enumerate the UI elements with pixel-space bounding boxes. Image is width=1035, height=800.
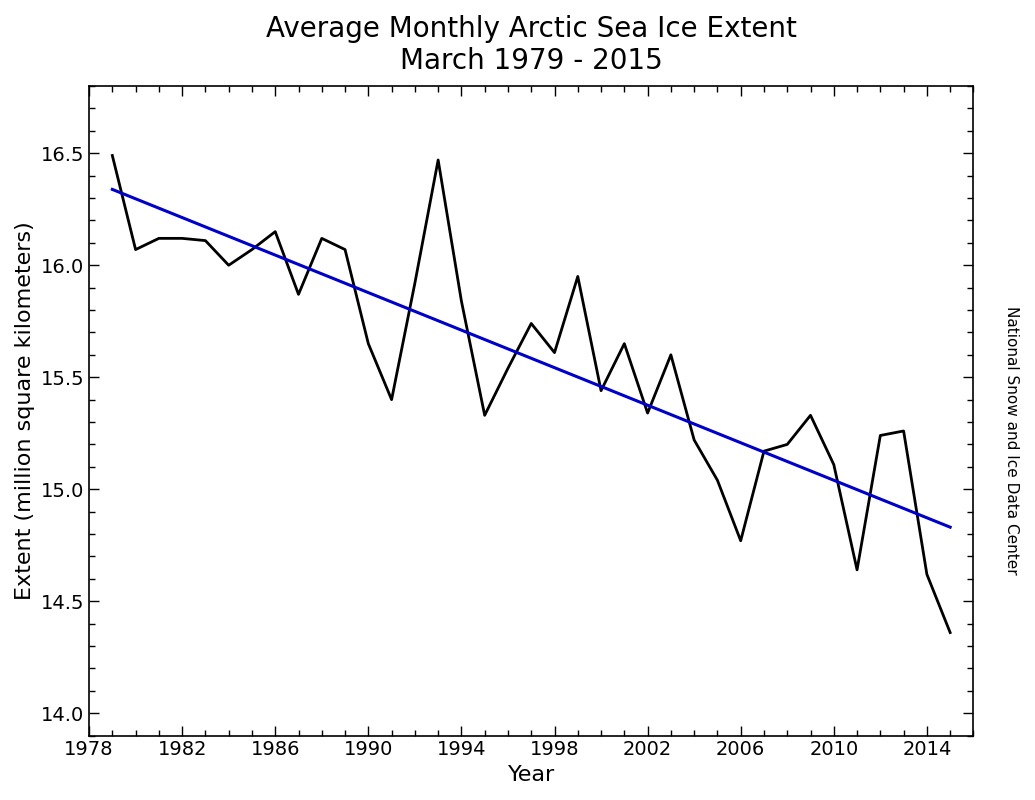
Title: Average Monthly Arctic Sea Ice Extent
March 1979 - 2015: Average Monthly Arctic Sea Ice Extent Ma… xyxy=(266,15,797,75)
Y-axis label: Extent (million square kilometers): Extent (million square kilometers) xyxy=(14,222,35,600)
X-axis label: Year: Year xyxy=(507,765,555,785)
Text: National Snow and Ice Data Center: National Snow and Ice Data Center xyxy=(1005,306,1019,574)
